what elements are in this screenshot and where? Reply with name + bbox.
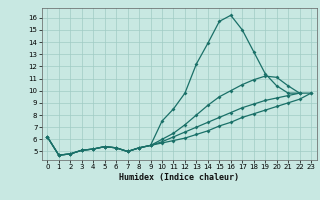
X-axis label: Humidex (Indice chaleur): Humidex (Indice chaleur): [119, 173, 239, 182]
